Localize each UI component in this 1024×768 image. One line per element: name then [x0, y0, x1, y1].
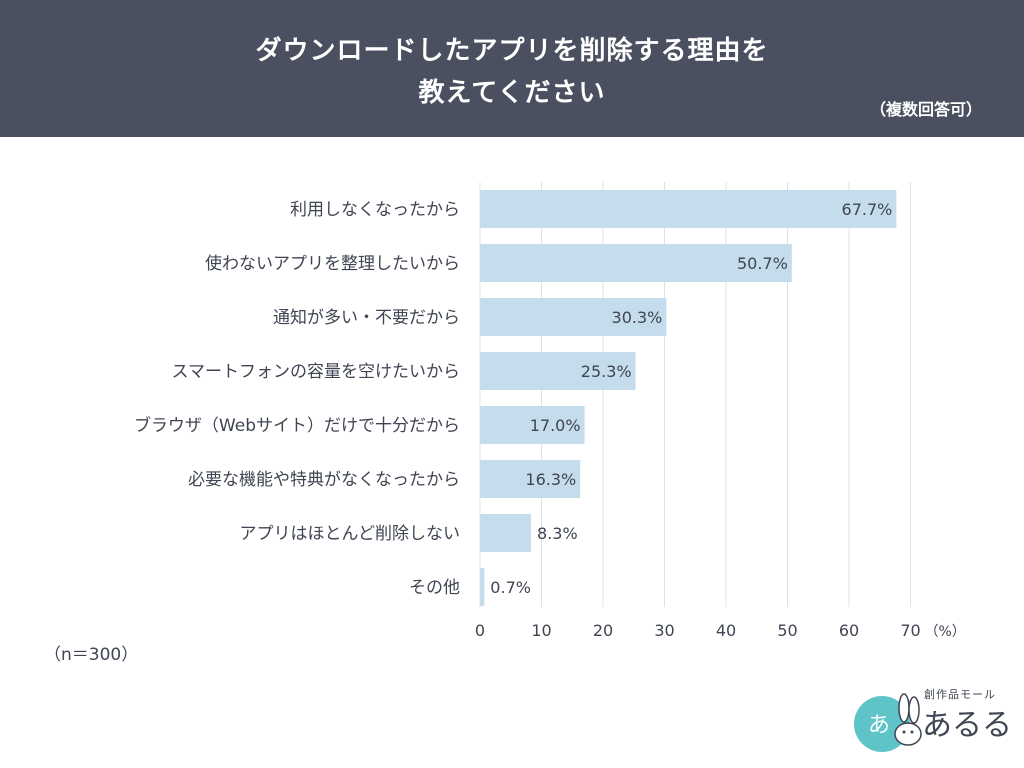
- x-tick-label: 10: [531, 621, 551, 637]
- bar: [480, 190, 897, 228]
- value-label: 30.3%: [612, 308, 663, 327]
- sample-size-label: （n＝300）: [44, 645, 139, 665]
- category-label: 必要な機能や特典がなくなったから: [188, 470, 460, 490]
- logo-mark: あ: [868, 713, 890, 738]
- bar: [480, 352, 636, 390]
- x-tick-label: 30: [654, 621, 674, 637]
- value-label: 8.3%: [537, 524, 578, 543]
- logo-name: あるる: [922, 708, 1012, 743]
- x-tick-label: 0: [475, 621, 485, 637]
- bar-chart: 0 10 20 30 40 50 60 70 （%） 利用しなくなったから 67.7% 使わないアプリ…: [134, 182, 966, 637]
- bar: [480, 406, 585, 444]
- multiple-answer-note: （複数回答可）: [869, 100, 982, 119]
- category-label: 利用しなくなったから: [290, 200, 460, 220]
- bar: [480, 514, 532, 552]
- logo-subtitle: 創作品モール: [924, 688, 996, 701]
- value-label: 17.0%: [530, 416, 581, 435]
- x-tick-label: 40: [716, 621, 736, 637]
- aruru-logo: あ 創作品モール あるる: [852, 686, 1012, 756]
- category-label: アプリはほとんど削除しない: [240, 524, 461, 544]
- bar: [480, 244, 792, 282]
- title-line-1: ダウンロードしたアプリを削除する理由を: [255, 36, 769, 66]
- value-label: 25.3%: [581, 362, 632, 381]
- category-label: 使わないアプリを整理したいから: [205, 253, 460, 274]
- category-label: ブラウザ（Webサイト）だけで十分だから: [134, 415, 460, 436]
- value-label: 0.7%: [490, 578, 531, 597]
- header-banner: ダウンロードしたアプリを削除する理由を 教えてください （複数回答可）: [0, 0, 1024, 137]
- category-label: 通知が多い・不要だから: [273, 308, 460, 328]
- rabbit-logo-icon: あ: [854, 693, 922, 752]
- value-label: 16.3%: [525, 470, 576, 489]
- chart-title: ダウンロードしたアプリを削除する理由を 教えてください: [0, 30, 1024, 114]
- bar: [480, 460, 581, 498]
- bar: [480, 568, 485, 606]
- category-label: スマートフォンの容量を空けたいから: [172, 362, 461, 382]
- x-unit-label: （%）: [925, 624, 966, 637]
- x-tick-label: 60: [839, 621, 859, 637]
- x-tick-label: 70: [900, 621, 920, 637]
- value-label: 67.7%: [842, 200, 893, 219]
- x-tick-label: 50: [777, 621, 797, 637]
- title-line-2: 教えてください: [418, 78, 606, 108]
- category-label: その他: [409, 578, 460, 598]
- value-label: 50.7%: [737, 254, 788, 273]
- x-tick-label: 20: [593, 621, 613, 637]
- bar: [480, 298, 667, 336]
